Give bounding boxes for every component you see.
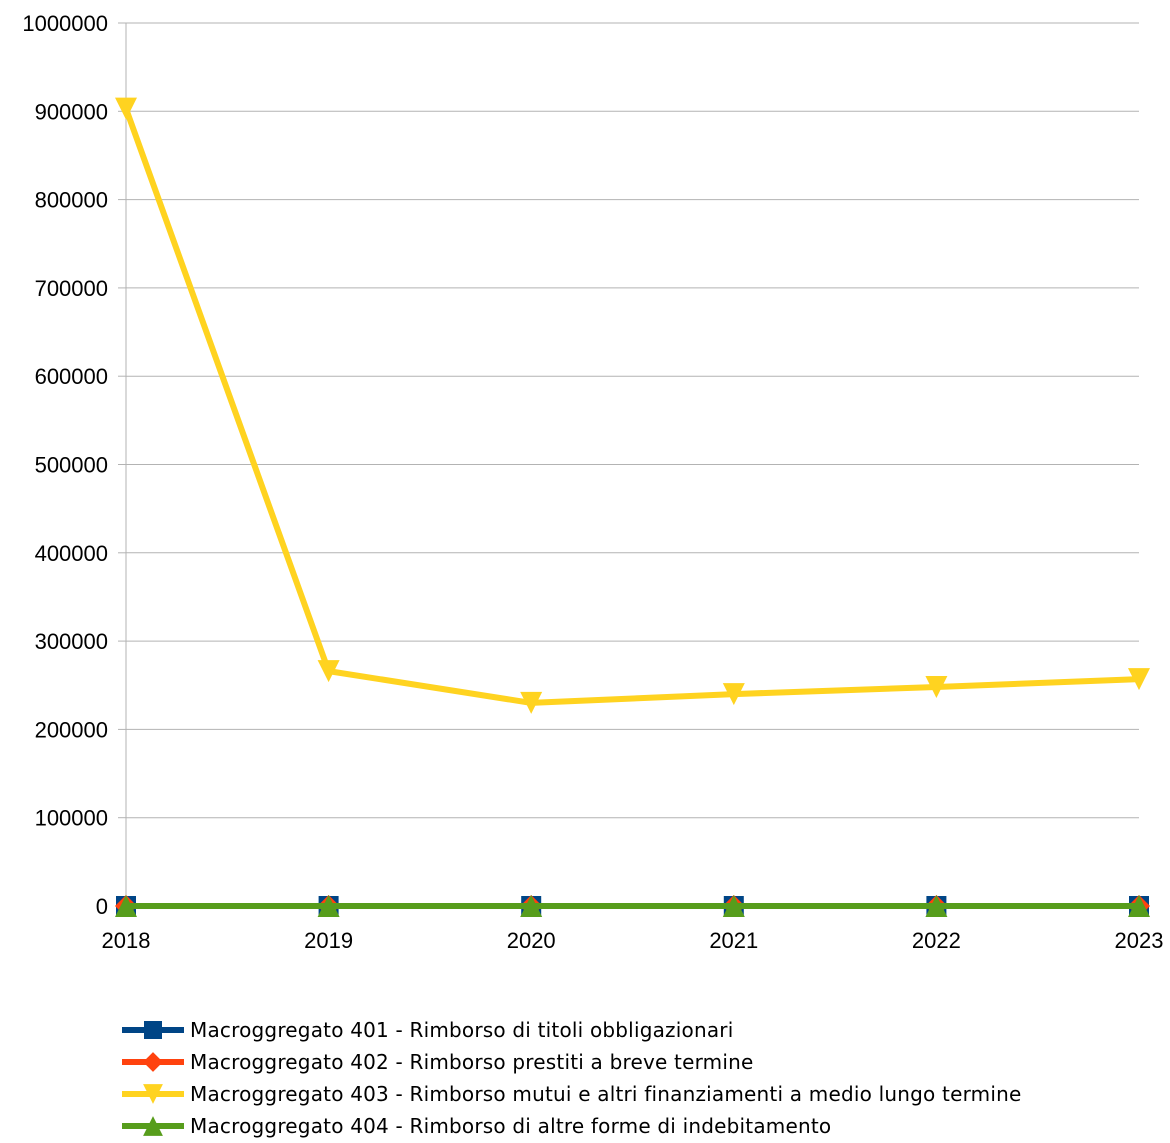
data-point: [317, 660, 340, 683]
axes: [118, 22, 1140, 914]
legend-swatch: [122, 1052, 184, 1072]
legend: Macroggregato 401 - Rimborso di titoli o…: [122, 1015, 1021, 1143]
legend-label: Macroggregato 402 - Rimborso prestiti a …: [190, 1050, 754, 1074]
y-tick-label: 700000: [35, 276, 108, 301]
legend-label: Macroggregato 403 - Rimborso mutui e alt…: [190, 1082, 1022, 1106]
y-tick-label: 1000000: [22, 11, 108, 36]
legend-swatch-marker: [143, 1084, 163, 1104]
data-point: [520, 691, 543, 714]
data-point: [722, 895, 745, 917]
gridlines: [126, 22, 1139, 907]
legend-swatch-marker: [143, 1052, 163, 1072]
y-tick-label: 800000: [35, 188, 108, 213]
x-tick-label: 2020: [507, 928, 556, 953]
y-tick-label: 200000: [35, 717, 108, 742]
x-tick-label: 2018: [102, 928, 151, 953]
legend-item: Macroggregato 401 - Rimborso di titoli o…: [122, 1015, 1021, 1045]
data-point: [722, 683, 745, 706]
legend-item: Macroggregato 403 - Rimborso mutui e alt…: [122, 1079, 1021, 1109]
y-tick-label: 900000: [35, 99, 108, 124]
series-group: [115, 97, 1150, 917]
legend-swatch: [122, 1116, 184, 1136]
series-line: [123, 107, 1140, 706]
legend-label: Macroggregato 401 - Rimborso di titoli o…: [190, 1018, 734, 1042]
series-3: [115, 97, 1150, 714]
legend-label: Macroggregato 404 - Rimborso di altre fo…: [190, 1114, 832, 1138]
data-point: [115, 97, 137, 120]
y-tick-labels: 0 100000 200000 300000 400000 500000 600000 700…: [22, 11, 108, 919]
legend-swatch: [122, 1084, 184, 1104]
x-tick-label: 2019: [304, 928, 353, 953]
legend-swatch: [122, 1021, 184, 1039]
x-tick-labels: 2018 2019 2020 2021 2022 2023: [102, 928, 1164, 953]
data-point: [317, 895, 340, 917]
legend-item: Macroggregato 404 - Rimborso di altre fo…: [122, 1111, 1021, 1141]
data-point: [1128, 895, 1150, 917]
data-point: [925, 676, 948, 699]
y-tick-label: 400000: [35, 541, 108, 566]
line-chart: 0 100000 200000 300000 400000 500000 600000 700…: [22, 11, 1164, 953]
data-point: [520, 895, 543, 917]
x-tick-label: 2021: [709, 928, 758, 953]
series-4: [115, 895, 1150, 917]
y-tick-label: 100000: [35, 806, 108, 831]
y-tick-label: 500000: [35, 453, 108, 478]
y-tick-label: 0: [96, 894, 108, 919]
data-point: [1128, 668, 1150, 691]
x-tick-label: 2022: [912, 928, 961, 953]
data-point: [925, 895, 948, 917]
legend-item: Macroggregato 402 - Rimborso prestiti a …: [122, 1047, 1021, 1077]
y-tick-label: 600000: [35, 364, 108, 389]
legend-swatch-marker: [144, 1021, 162, 1039]
x-tick-label: 2023: [1115, 928, 1164, 953]
data-point: [115, 895, 137, 917]
y-tick-label: 300000: [35, 629, 108, 654]
